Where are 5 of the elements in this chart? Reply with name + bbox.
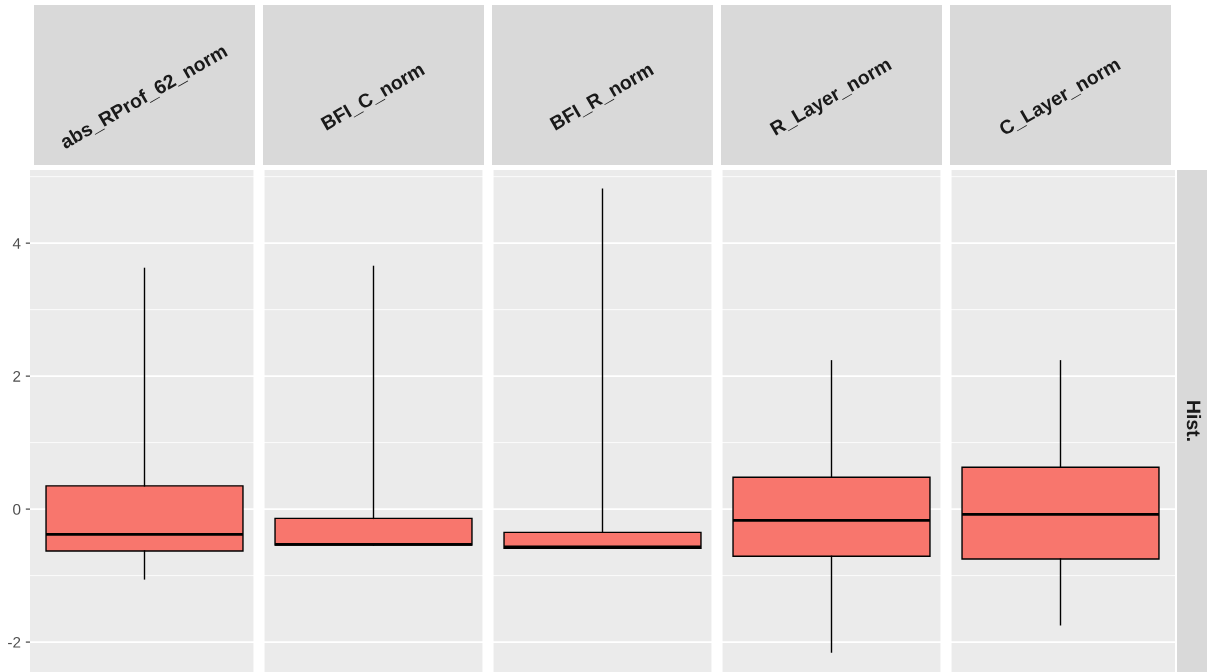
y-tick-label: -2 [8,636,21,648]
y-tick-label: 2 [13,370,21,382]
text: Hist. [1186,401,1202,441]
y-tick-label: 4 [12,238,21,249]
y-tick-label: 0 [13,503,21,515]
